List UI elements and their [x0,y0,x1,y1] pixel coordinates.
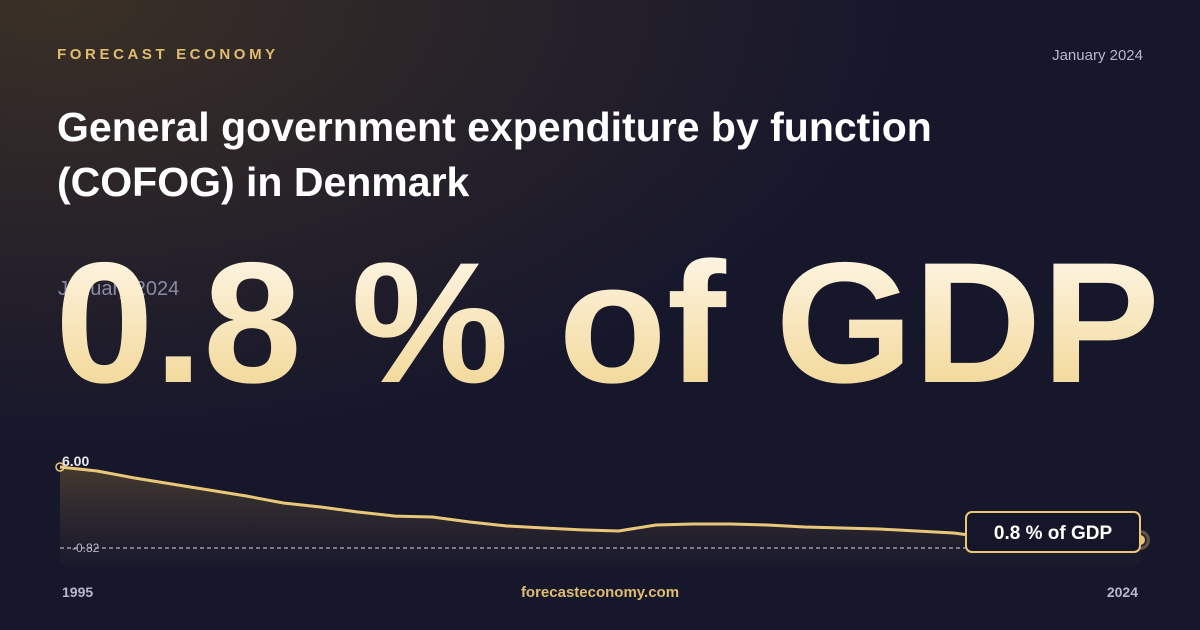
callout-box [965,511,1141,553]
brand: FORECAST ECONOMY [57,46,279,63]
footer-site: forecasteconomy.com [521,584,679,601]
date: January 2024 [1052,47,1143,64]
x-tick-label: 2024 [1107,584,1138,600]
title-line: General government expenditure by functi… [57,104,932,150]
chart: -0.82 6.00 0.8 % of GDP [55,453,1150,565]
callout-label: 0.8 % of GDP [994,523,1113,544]
title-line: (COFOG) in Denmark [57,159,470,205]
headline: 0.8 % of GDP [55,227,1160,419]
area-fill [60,467,1140,565]
y-tick-label: -0.82 [72,541,100,555]
line [59,465,1140,542]
date-faded: January 2024 [58,278,179,300]
y-tick-label: 6.00 [62,453,89,469]
start-point [55,462,65,472]
x-tick-label: 1995 [62,584,93,600]
